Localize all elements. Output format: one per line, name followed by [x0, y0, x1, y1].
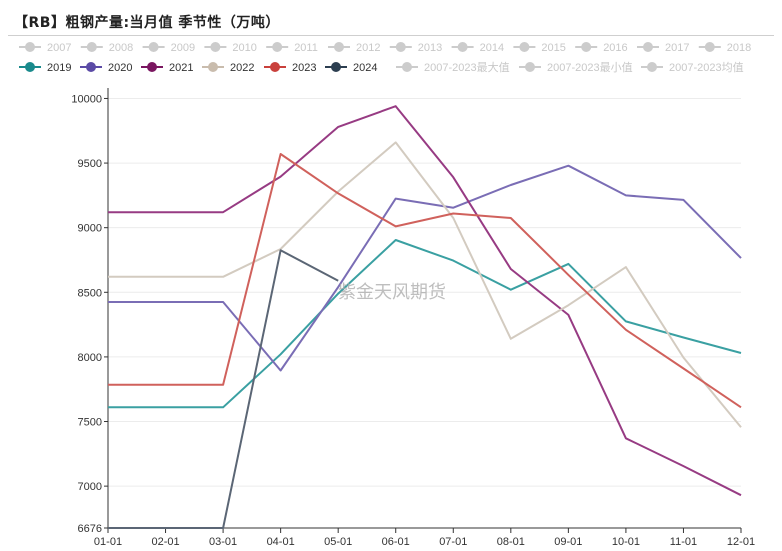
- legend-marker-icon: [25, 42, 35, 52]
- x-tick-label: 01-01: [94, 536, 122, 548]
- legend-label: 2023: [292, 62, 316, 74]
- x-tick-label: 11-01: [670, 536, 697, 548]
- series-line-2022: [108, 141, 742, 428]
- watermark-text: 紫金天风期货: [338, 282, 446, 303]
- legend-label: 2007-2023最大值: [424, 60, 510, 74]
- legend-marker-icon: [86, 42, 97, 52]
- legend-marker-icon: [525, 62, 535, 72]
- legend-item[interactable]: 2007-2023最大值: [396, 60, 510, 74]
- legend-item[interactable]: 2009: [142, 42, 195, 54]
- y-tick-label: 9000: [78, 223, 102, 235]
- x-tick-label: 12-01: [727, 536, 755, 548]
- legend-item[interactable]: 2011: [266, 42, 318, 54]
- x-tick-label: 07-01: [439, 536, 467, 548]
- legend-item[interactable]: 2024: [325, 62, 377, 74]
- series-lines: [108, 105, 742, 529]
- legend-label: 2014: [480, 42, 504, 54]
- legend-label: 2020: [108, 62, 132, 74]
- legend-item[interactable]: 2016: [575, 42, 628, 54]
- legend-marker-icon: [147, 62, 157, 72]
- legend-label: 2024: [353, 62, 377, 74]
- x-tick-label: 02-01: [151, 536, 179, 548]
- legend-marker-icon: [704, 42, 715, 52]
- legend-label: 2016: [603, 42, 627, 54]
- legend-label: 2007: [47, 42, 71, 54]
- legend-label: 2011: [294, 42, 318, 54]
- legend-item[interactable]: 2018: [698, 42, 751, 54]
- x-tick-label: 04-01: [267, 536, 295, 548]
- legend-label: 2017: [665, 42, 689, 54]
- legend-marker-icon: [148, 42, 159, 52]
- legend-label: 2010: [232, 42, 256, 54]
- legend-label: 2022: [230, 62, 254, 74]
- legend-marker-icon: [334, 42, 344, 52]
- y-tick-label: 9500: [78, 158, 102, 170]
- series-line-2023: [108, 153, 742, 409]
- grid-lines: [108, 97, 741, 487]
- legend-item[interactable]: 2013: [389, 42, 442, 54]
- title-divider: [8, 35, 774, 36]
- legend-item[interactable]: 2007-2023均值: [641, 61, 744, 74]
- x-tick-label: 03-01: [209, 536, 237, 548]
- legend-marker-icon: [457, 42, 468, 52]
- series-line-2020: [108, 164, 742, 372]
- legend-item[interactable]: 2010: [204, 42, 257, 54]
- y-tick-label: 8500: [78, 287, 102, 299]
- y-tick-label: 8000: [78, 352, 102, 364]
- legend-label: 2008: [109, 42, 133, 54]
- series-line-2021: [108, 105, 742, 497]
- legend-marker-icon: [86, 62, 96, 72]
- legend-item[interactable]: 2012: [328, 42, 380, 54]
- legend-marker-icon: [272, 42, 283, 52]
- y-tick-label: 6676: [78, 523, 102, 535]
- legend-marker-icon: [581, 42, 592, 52]
- x-tick-label: 06-01: [382, 536, 410, 548]
- y-tick-label: 7500: [78, 417, 102, 429]
- legend-label: 2009: [171, 42, 195, 54]
- legend-label: 2021: [169, 62, 193, 74]
- legend-label: 2018: [727, 42, 751, 54]
- legend-label: 2019: [47, 62, 71, 74]
- legend-marker-icon: [519, 42, 530, 52]
- series-line-2019: [108, 239, 742, 409]
- legend-label: 2012: [356, 42, 380, 54]
- legend-item[interactable]: 2014: [451, 42, 504, 54]
- legend-item[interactable]: 2020: [80, 62, 132, 74]
- y-tick-label: 10000: [71, 93, 102, 105]
- chart-title: 【RB】粗钢产量:当月值 季节性（万吨）: [14, 15, 280, 31]
- legend-marker-icon: [25, 62, 35, 72]
- legend-item[interactable]: 2019: [19, 62, 71, 74]
- x-tick-label: 09-01: [554, 536, 582, 548]
- legend-item[interactable]: 2007-2023最小值: [519, 61, 633, 74]
- legend-marker-icon: [643, 42, 653, 52]
- legend-item[interactable]: 2022: [202, 62, 254, 74]
- legend-item[interactable]: 2007: [19, 42, 71, 54]
- legend-label: 2007-2023最小值: [547, 61, 633, 74]
- legend-label: 2007-2023均值: [669, 61, 744, 74]
- legend-marker-icon: [210, 42, 221, 52]
- x-tick-label: 10-01: [612, 536, 640, 548]
- x-tick-label: 05-01: [324, 536, 352, 548]
- legend-label: 2015: [541, 42, 565, 54]
- chart-axes: 6676 7000 7500 8000 8500 9000 9500 10000 01-01 02…: [71, 88, 755, 548]
- legend-marker-icon: [402, 62, 412, 72]
- chart-legend: 2007 2008 2009 2010 2011 2012 2013 2014 2015 2016…: [19, 42, 751, 74]
- legend-marker-icon: [647, 62, 657, 72]
- legend-label: 2013: [418, 42, 442, 54]
- x-tick-label: 08-01: [497, 536, 525, 548]
- legend-item[interactable]: 2017: [637, 42, 689, 54]
- y-tick-label: 7000: [78, 481, 102, 493]
- legend-item[interactable]: 2021: [141, 62, 193, 74]
- legend-marker-icon: [270, 62, 280, 72]
- legend-marker-icon: [331, 62, 341, 72]
- series-line-2024: [108, 249, 339, 529]
- legend-marker-icon: [208, 62, 218, 72]
- legend-item[interactable]: 2015: [513, 42, 566, 54]
- legend-marker-icon: [395, 42, 406, 52]
- legend-item[interactable]: 2008: [80, 42, 133, 54]
- legend-item[interactable]: 2023: [264, 62, 316, 74]
